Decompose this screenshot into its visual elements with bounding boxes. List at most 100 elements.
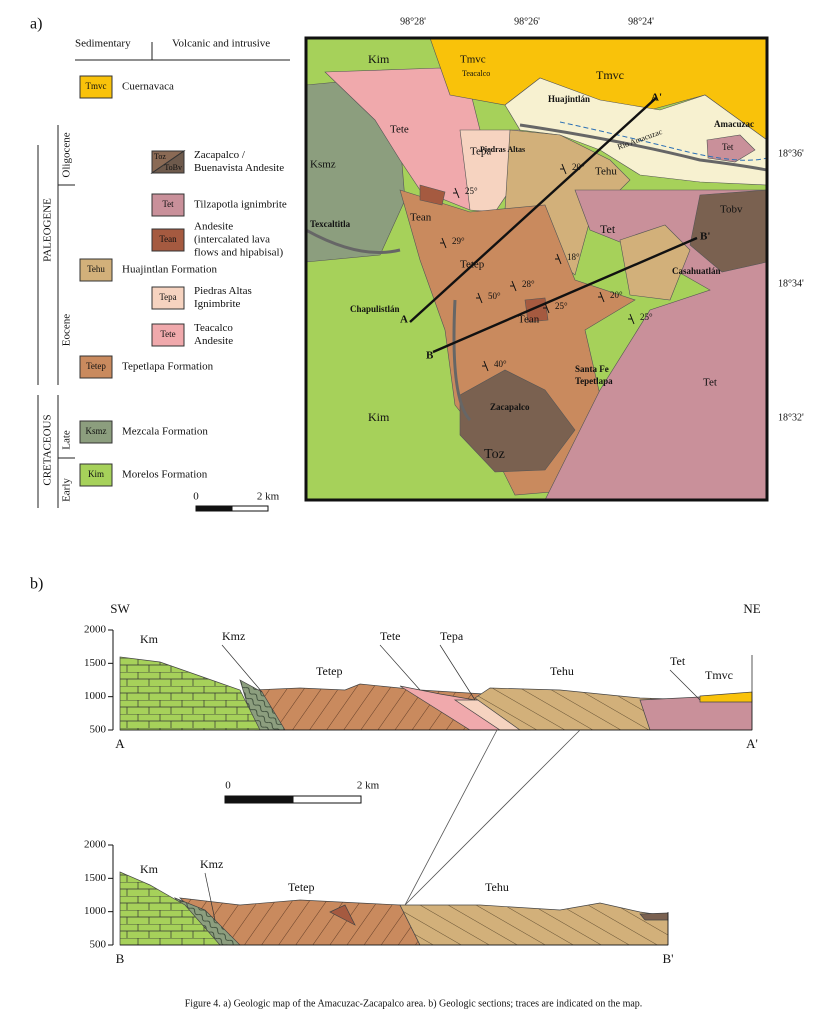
map-label: B	[426, 350, 434, 362]
legend-code: Tean	[159, 234, 177, 244]
caption: Figure 4. a) Geologic map of the Amacuza…	[185, 998, 643, 1009]
dip-label: 25°	[640, 312, 653, 322]
map-label: Piedras Altas	[480, 145, 525, 154]
legend-name: Huajintlan Formation	[122, 264, 218, 276]
dip-label: 20°	[572, 162, 585, 172]
leader-line	[221, 644, 263, 693]
unit-label: Kmz	[222, 629, 245, 643]
period-label: CRETACEOUS	[42, 414, 54, 485]
dip-label: 28°	[522, 279, 535, 289]
dip-symbol	[543, 302, 550, 314]
map-label: Tet	[600, 222, 616, 236]
section-end: B'	[662, 951, 673, 966]
map-label: Tobv	[720, 204, 743, 216]
unit-label: Tete	[380, 629, 400, 643]
section-a	[119, 655, 753, 731]
unit-label: Tetep	[288, 880, 314, 894]
map-label: Toz	[484, 447, 505, 462]
map-label: Tehu	[595, 166, 617, 178]
y-tick-label: 1000	[84, 690, 107, 702]
dip-symbol	[510, 280, 517, 292]
legend-swatch	[79, 463, 113, 487]
section-end: A'	[746, 736, 758, 751]
legend-name: Tepetlapa Formation	[122, 361, 214, 373]
panel-label: a)	[30, 16, 42, 33]
map-label: Tet	[722, 142, 734, 152]
legend-name: Mezcala Formation	[122, 426, 208, 438]
dip-symbol	[440, 237, 447, 249]
scale-label: 0	[193, 491, 199, 503]
legend-name: Piedras Altas	[194, 285, 252, 297]
map-label: Huajintlán	[548, 94, 590, 104]
dip-label: 18°	[567, 252, 580, 262]
legend-code: Tepa	[159, 292, 176, 302]
unit-label: Tepa	[440, 629, 464, 643]
unit-label: Tehu	[550, 664, 574, 678]
y-tick-label: 2000	[84, 624, 107, 636]
map-label: Kim	[368, 52, 390, 66]
map-label: B'	[700, 231, 710, 243]
direction-label: NE	[743, 601, 760, 616]
legend-swatch	[79, 258, 113, 282]
latitude-label: 18°34'	[778, 278, 804, 289]
dip-symbol	[560, 163, 567, 175]
legend-code: Tehu	[87, 264, 105, 274]
legend-swatch	[151, 323, 185, 347]
legend-lines	[37, 42, 290, 508]
map-frame	[304, 36, 769, 502]
legend-name: (intercalated lava	[194, 234, 270, 246]
legend-name: Ignimbrite	[194, 298, 241, 310]
leader-line	[439, 644, 476, 701]
dip-label: 20°	[610, 290, 623, 300]
dip-label: 40°	[494, 359, 507, 369]
y-tick-label: 1500	[84, 872, 107, 884]
legend-name: flows and hipabisal)	[194, 247, 284, 259]
legend-name: Andesite	[194, 221, 233, 233]
scale-label: 0	[225, 780, 231, 792]
map-label: Tet	[703, 377, 717, 389]
map-label: Tmvc	[460, 54, 486, 66]
legend-name: Zacapalco /	[194, 149, 246, 161]
section-end: B	[116, 951, 125, 966]
unit-label: Tetep	[316, 664, 342, 678]
section-links	[404, 729, 581, 906]
map-label: Tepetlapa	[575, 376, 613, 386]
geologic-map	[306, 38, 767, 500]
leader-line	[669, 669, 701, 701]
map-label: Texcaltitla	[310, 219, 351, 229]
dip-symbol	[555, 253, 562, 265]
legend-code: Tmvc	[86, 81, 107, 91]
dip-label: 25°	[555, 301, 568, 311]
legend-name: Tilzapotla ignimbrite	[194, 199, 287, 211]
map-label: Santa Fe	[575, 364, 609, 374]
unit-label: Km	[140, 862, 159, 876]
map-label: Teacalco	[462, 69, 490, 78]
legend-swatch	[151, 228, 185, 252]
dip-label: 29°	[452, 236, 465, 246]
map-label: Tean	[518, 314, 540, 326]
map-label: A	[400, 314, 408, 326]
legend-swatch	[151, 286, 185, 310]
leader-line	[379, 644, 421, 691]
legend-code: Tet	[162, 199, 174, 209]
dip-symbol	[628, 313, 635, 325]
unit-label: Tmvc	[705, 668, 733, 682]
dip-symbol	[476, 292, 483, 304]
scale-label: 2 km	[257, 491, 280, 503]
map-label: Tetep	[460, 259, 485, 271]
legend-code: Toz	[154, 152, 166, 161]
legend-code: Kim	[88, 469, 104, 479]
period-label: PALEOGENE	[42, 198, 54, 262]
scale-bars	[195, 505, 362, 804]
legend-header: Volcanic and intrusive	[172, 38, 270, 50]
legend-swatch	[79, 420, 113, 444]
legend-code: ToBv	[164, 163, 182, 172]
longitude-label: 98°28'	[400, 16, 426, 27]
leader-line	[204, 872, 216, 921]
direction-label: SW	[110, 601, 130, 616]
legend-name: Andesite	[194, 335, 233, 347]
dip-label: 50°	[488, 291, 501, 301]
map-label: Ksmz	[310, 159, 336, 171]
legend-name: Morelos Formation	[122, 469, 208, 481]
